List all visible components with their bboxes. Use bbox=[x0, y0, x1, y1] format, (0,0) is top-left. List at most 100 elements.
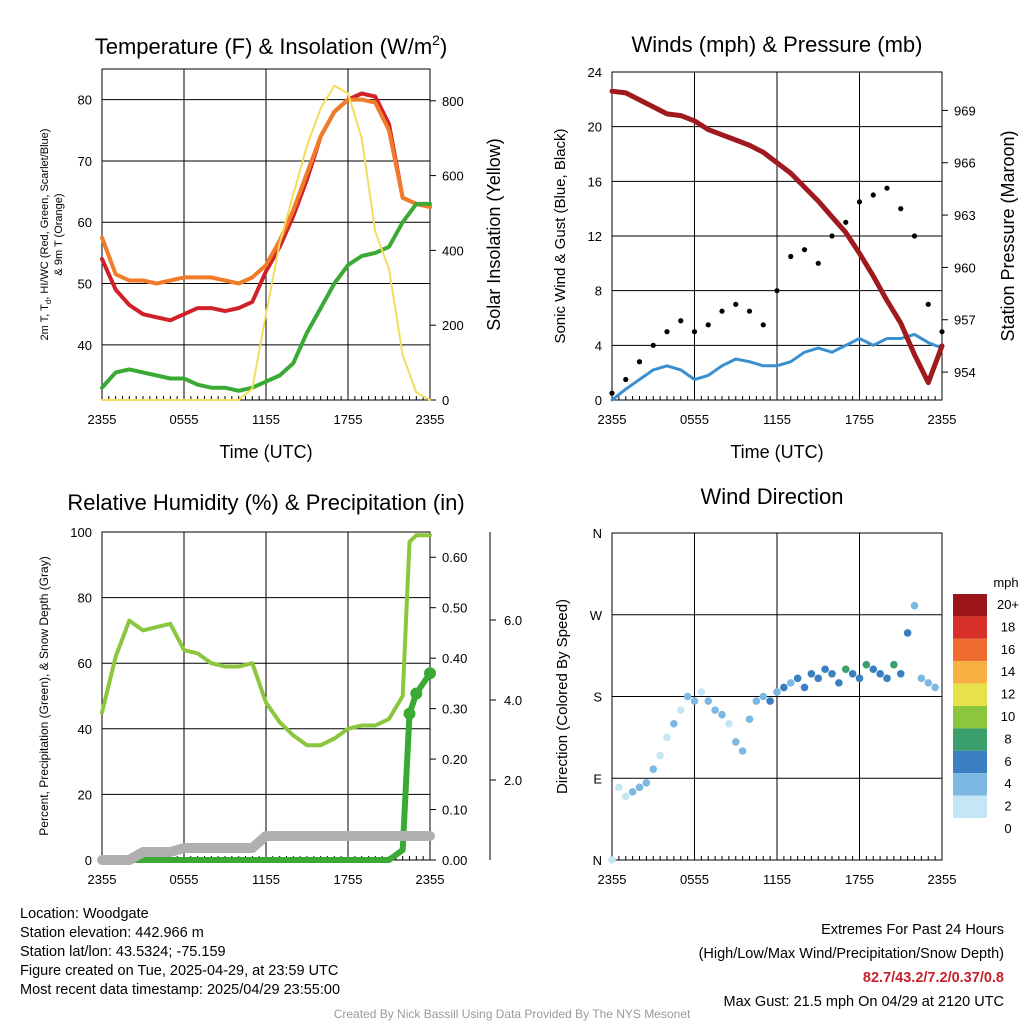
x-tick-label: 2355 bbox=[416, 412, 445, 427]
gust-point bbox=[678, 318, 684, 324]
gust-point bbox=[911, 233, 918, 239]
y-tick-label: S bbox=[593, 690, 602, 705]
legend-swatch bbox=[953, 616, 987, 639]
direction-point bbox=[697, 688, 706, 696]
legend-swatch bbox=[953, 773, 987, 796]
direction-point bbox=[759, 692, 768, 701]
gust-point bbox=[898, 206, 904, 212]
gust-point bbox=[623, 376, 629, 383]
direction-point bbox=[924, 679, 933, 687]
station-info: Location: Woodgate Station elevation: 44… bbox=[20, 905, 340, 1000]
gust-point bbox=[870, 192, 876, 198]
y2-axis-label: Station Pressure (Maroon) bbox=[998, 130, 1018, 341]
x-tick-label: 1155 bbox=[763, 872, 791, 887]
legend-swatch bbox=[953, 683, 987, 706]
gust-point bbox=[801, 247, 808, 253]
legend-label: 8 bbox=[1004, 731, 1011, 746]
y2-tick-label: 957 bbox=[954, 313, 976, 328]
legend-label: 12 bbox=[1001, 687, 1015, 702]
series-line-station-pressure bbox=[609, 88, 945, 386]
precip-point bbox=[424, 667, 436, 680]
direction-point bbox=[635, 783, 644, 792]
x-tick-label: 1155 bbox=[763, 412, 791, 427]
direction-point bbox=[718, 710, 726, 719]
max-gust-label: Max Gust: 21.5 mph On 04/29 at 2120 UTC bbox=[723, 994, 1004, 1010]
y-tick-label: 40 bbox=[78, 338, 92, 353]
extremes-values: 82.7/43.2/7.2/0.37/0.8 bbox=[862, 970, 1004, 986]
elevation-label: Station elevation: 442.966 m bbox=[20, 925, 204, 941]
created-label: Figure created on Tue, 2025-04-29, at 23… bbox=[20, 963, 339, 979]
legend-label: 10 bbox=[1001, 709, 1015, 724]
title-close: ) bbox=[440, 34, 447, 59]
y-tick-label: 100 bbox=[70, 525, 92, 540]
direction-point bbox=[931, 683, 939, 692]
direction-point bbox=[656, 751, 664, 760]
direction-point bbox=[649, 765, 658, 773]
direction-point bbox=[745, 715, 754, 724]
y-tick-label: W bbox=[590, 608, 603, 623]
direction-point bbox=[883, 674, 891, 683]
legend-swatch bbox=[953, 795, 987, 818]
recent-label: Most recent data timestamp: 2025/04/29 2… bbox=[20, 982, 341, 998]
direction-point bbox=[738, 747, 747, 755]
gust-point bbox=[884, 185, 890, 191]
legend-label: 0 bbox=[1004, 821, 1011, 836]
x-tick-label: 0555 bbox=[170, 872, 199, 887]
direction-point bbox=[628, 788, 637, 796]
y-tick-label: 20 bbox=[588, 120, 602, 135]
chart-title-winds: Winds (mph) & Pressure (mb) bbox=[632, 32, 923, 57]
credit-line: Created By Nick Bassill Using Data Provi… bbox=[333, 1007, 691, 1021]
y2-tick-label: 0.20 bbox=[442, 752, 467, 767]
y-label-subscript: d bbox=[44, 300, 53, 304]
y-label-part: , HI/WC (Red, Green, Scarlet/Blue) bbox=[39, 129, 51, 300]
legend-label: 4 bbox=[1004, 776, 1011, 791]
gust-point bbox=[733, 301, 739, 307]
direction-point bbox=[683, 692, 692, 701]
direction-point bbox=[903, 629, 912, 637]
y2-tick-label: 400 bbox=[442, 243, 464, 258]
y2-tick-label: 963 bbox=[954, 208, 976, 223]
extremes-title: Extremes For Past 24 Hours bbox=[821, 922, 1004, 938]
x-tick-label: 1755 bbox=[845, 412, 874, 427]
y2-tick-label: 0.00 bbox=[442, 853, 467, 868]
direction-point bbox=[841, 665, 850, 674]
y2-tick-label: 200 bbox=[442, 318, 464, 333]
location-label: Location: Woodgate bbox=[20, 906, 149, 922]
y-axis-label: Direction (Colored By Speed) bbox=[554, 599, 571, 794]
y3-tick-label: 4.0 bbox=[504, 693, 522, 708]
gust-point bbox=[746, 308, 753, 314]
x-tick-label: 2355 bbox=[416, 872, 445, 887]
legend-label: 18 bbox=[1001, 619, 1015, 634]
y2-tick-label: 960 bbox=[954, 260, 976, 275]
direction-point bbox=[615, 783, 623, 792]
y-tick-label: 12 bbox=[588, 229, 602, 244]
gust-point bbox=[609, 390, 615, 396]
y-tick-label: 50 bbox=[78, 277, 92, 292]
direction-point bbox=[621, 792, 630, 801]
direction-point bbox=[855, 674, 864, 683]
y-tick-label: 24 bbox=[588, 65, 602, 80]
legend-swatch bbox=[953, 728, 987, 751]
precip-point bbox=[410, 687, 423, 700]
legend-label: 20+ bbox=[997, 597, 1019, 612]
direction-point bbox=[876, 669, 884, 678]
y2-tick-label: 800 bbox=[442, 94, 464, 109]
gust-point bbox=[636, 359, 643, 365]
y-tick-label: 80 bbox=[78, 93, 92, 108]
direction-point bbox=[670, 719, 678, 728]
gust-point bbox=[705, 322, 711, 328]
y-tick-label: 8 bbox=[595, 284, 602, 299]
series-line-precipitation bbox=[99, 670, 433, 863]
series-line-sonic-wind bbox=[610, 332, 944, 402]
direction-point bbox=[896, 669, 905, 678]
y-tick-label: E bbox=[593, 771, 602, 786]
y-tick-label: 20 bbox=[78, 787, 92, 802]
y-tick-label: 70 bbox=[78, 154, 92, 169]
x-tick-label: 0555 bbox=[680, 872, 709, 887]
direction-point bbox=[786, 679, 795, 687]
direction-point bbox=[642, 778, 651, 787]
gust-point bbox=[691, 329, 698, 335]
gust-point bbox=[843, 219, 849, 225]
y-tick-label: N bbox=[593, 526, 602, 541]
